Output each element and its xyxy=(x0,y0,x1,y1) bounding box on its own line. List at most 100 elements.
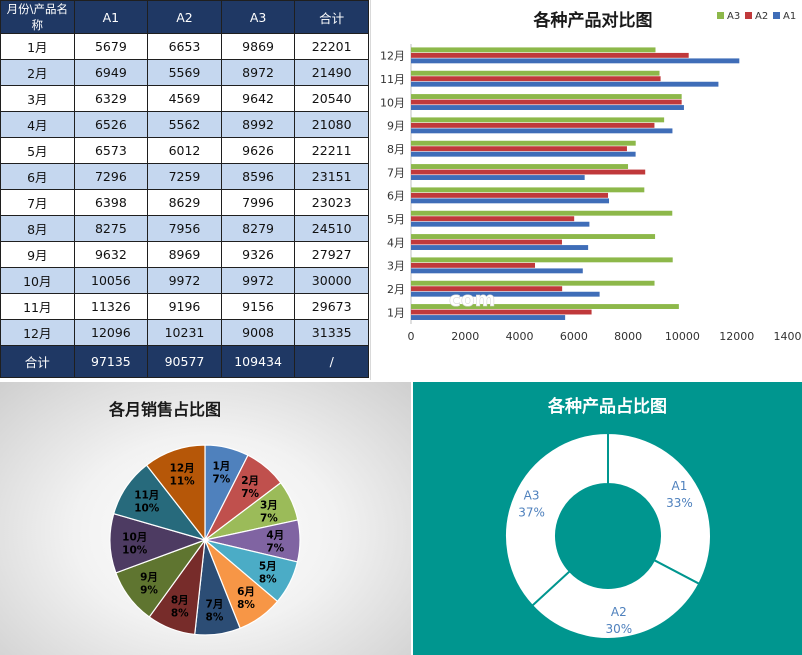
header-cell: A2 xyxy=(147,0,222,34)
value-cell: 5569 xyxy=(147,59,222,86)
pie-percent-label: 7% xyxy=(266,543,284,555)
donut-percent-label: 33% xyxy=(666,496,693,510)
bar-A1 xyxy=(411,291,600,297)
pie-category-label: 9月 xyxy=(140,571,158,583)
pie-percent-label: 8% xyxy=(237,599,255,611)
value-cell: 8992 xyxy=(220,111,296,138)
bar-A1 xyxy=(411,175,585,180)
month-cell: 4月 xyxy=(0,111,75,138)
y-category-label: 11月 xyxy=(380,73,405,86)
donut-category-label: A2 xyxy=(611,605,627,619)
donut-chart: A1 33% A2 30% A3 37% xyxy=(504,431,712,640)
value-cell: 21490 xyxy=(294,59,369,86)
pie-category-label: 6月 xyxy=(237,586,255,598)
pie-category-label: 12月 xyxy=(170,463,195,475)
bar-A3 xyxy=(411,257,673,263)
bar-A3 xyxy=(411,304,679,309)
pie-category-label: 4月 xyxy=(266,530,284,542)
value-cell: 9972 xyxy=(147,267,222,294)
pie-percent-label: 7% xyxy=(212,474,230,486)
pie-chart: 1月7% 2月7%3月7%4月7%5月8%6月8%7月8%8月8%9月9%10月1… xyxy=(109,444,301,636)
value-cell: 21080 xyxy=(294,111,369,138)
bar-A2 xyxy=(411,239,562,245)
value-cell: 9008 xyxy=(220,319,296,346)
table-row: 9月 9632 8969 9326 27927 xyxy=(0,241,369,268)
table-row: 3月 6329 4569 9642 20540 xyxy=(0,85,369,112)
value-cell: 7259 xyxy=(147,163,222,190)
donut-percent-label: 37% xyxy=(518,505,545,519)
bar-A2 xyxy=(411,286,563,292)
value-cell: 8279 xyxy=(220,215,296,242)
legend-label: A2 xyxy=(755,11,768,22)
value-cell: 6012 xyxy=(147,137,222,164)
legend-swatch xyxy=(745,12,752,19)
bar-A2 xyxy=(411,169,646,175)
value-cell: 10056 xyxy=(73,267,149,294)
pie-chart-panel: 各月销售占比图 1月 7% 2月 7% 3月 7% 4月 7% 5月 8% 6月 8% 7月 8% 8月 8%… xyxy=(0,382,411,655)
x-tick-label: 10000 xyxy=(665,330,700,343)
y-category-label: 10月 xyxy=(380,96,405,109)
donut-segment xyxy=(530,558,701,640)
value-cell: 30000 xyxy=(294,267,369,294)
month-cell: 12月 xyxy=(0,319,75,346)
y-category-label: 7月 xyxy=(387,166,405,179)
pie-percent-label: 8% xyxy=(171,608,189,620)
x-tick-label: 0 xyxy=(408,330,415,343)
month-cell: 7月 xyxy=(0,189,75,216)
pie-slice xyxy=(145,444,206,542)
y-category-label: 2月 xyxy=(387,283,405,296)
bar-A3 xyxy=(411,140,636,146)
donut-chart-title: 各种产品占比图 xyxy=(548,397,667,417)
pie-chart-title: 各月销售占比图 xyxy=(108,400,221,419)
table-total-row: 合计 97135 90577 109434 / xyxy=(0,345,369,378)
bar-chart: 各种产品对比图 A3 A2 A1 0 2000 4000 6000 8000 10000 12000… xyxy=(380,10,802,343)
total-cell: 合计 xyxy=(0,345,75,378)
month-cell: 6月 xyxy=(0,163,75,190)
total-cell: 109434 xyxy=(220,345,296,378)
table-row: 7月 6398 8629 7996 23023 xyxy=(0,189,369,216)
bar-A2 xyxy=(411,76,661,82)
divider xyxy=(411,382,413,655)
value-cell: 8275 xyxy=(73,215,149,242)
y-category-label: 8月 xyxy=(387,143,405,156)
donut-segment xyxy=(504,431,609,608)
pie-percent-label: 7% xyxy=(241,488,259,500)
month-cell: 2月 xyxy=(0,59,75,86)
x-tick-label: 8000 xyxy=(614,330,642,343)
value-cell: 22201 xyxy=(294,33,369,60)
donut-chart-panel: 各种产品占比图 A1 33% A2 30% A3 37% xyxy=(413,382,802,655)
x-tick-label: 4000 xyxy=(506,330,534,343)
bar-A3 xyxy=(411,94,682,99)
value-cell: 10231 xyxy=(147,319,222,346)
legend-swatch xyxy=(717,12,724,19)
pie-percent-label: 9% xyxy=(140,584,158,596)
y-category-label: 1月 xyxy=(387,306,405,319)
value-cell: 6653 xyxy=(147,33,222,60)
pie-percent-label: 8% xyxy=(259,574,277,586)
bar-A1 xyxy=(411,315,566,320)
data-table-panel: 月份\产品名称 A1 A2 A3 合计 1月 5679 6653 9869 22201 2… xyxy=(0,0,370,380)
bar-A2 xyxy=(411,216,575,222)
value-cell: 11326 xyxy=(73,293,149,320)
pie-category-label: 2月 xyxy=(241,475,259,487)
x-tick-label: 2000 xyxy=(451,330,479,343)
value-cell: 31335 xyxy=(294,319,369,346)
value-cell: 9869 xyxy=(220,33,296,60)
table-row: 10月 10056 9972 9972 30000 xyxy=(0,267,369,294)
total-cell: / xyxy=(294,345,369,378)
value-cell: 4569 xyxy=(147,85,222,112)
bar-A2 xyxy=(411,146,627,152)
value-cell: 6526 xyxy=(73,111,149,138)
value-cell: 27927 xyxy=(294,241,369,268)
pie-category-label: 10月 xyxy=(122,532,147,544)
month-cell: 3月 xyxy=(0,85,75,112)
table-row: 4月 6526 5562 8992 21080 xyxy=(0,111,369,138)
bar-A2 xyxy=(411,122,655,128)
pie-percent-label: 10% xyxy=(134,503,160,515)
divider xyxy=(370,0,371,380)
bar-chart-title: 各种产品对比图 xyxy=(533,10,653,31)
bar-A1 xyxy=(411,58,740,64)
value-cell: 5562 xyxy=(147,111,222,138)
bar-A1 xyxy=(411,81,719,87)
value-cell: 7956 xyxy=(147,215,222,242)
